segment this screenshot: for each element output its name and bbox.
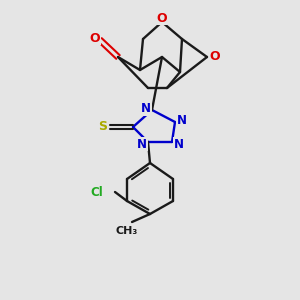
Text: O: O bbox=[157, 11, 167, 25]
Text: N: N bbox=[174, 137, 184, 151]
Text: N: N bbox=[137, 137, 147, 151]
Text: N: N bbox=[177, 113, 187, 127]
Text: O: O bbox=[90, 32, 100, 44]
Text: O: O bbox=[210, 50, 220, 64]
Text: S: S bbox=[98, 119, 107, 133]
Text: CH₃: CH₃ bbox=[116, 226, 138, 236]
Text: Cl: Cl bbox=[91, 185, 103, 199]
Text: N: N bbox=[141, 103, 151, 116]
